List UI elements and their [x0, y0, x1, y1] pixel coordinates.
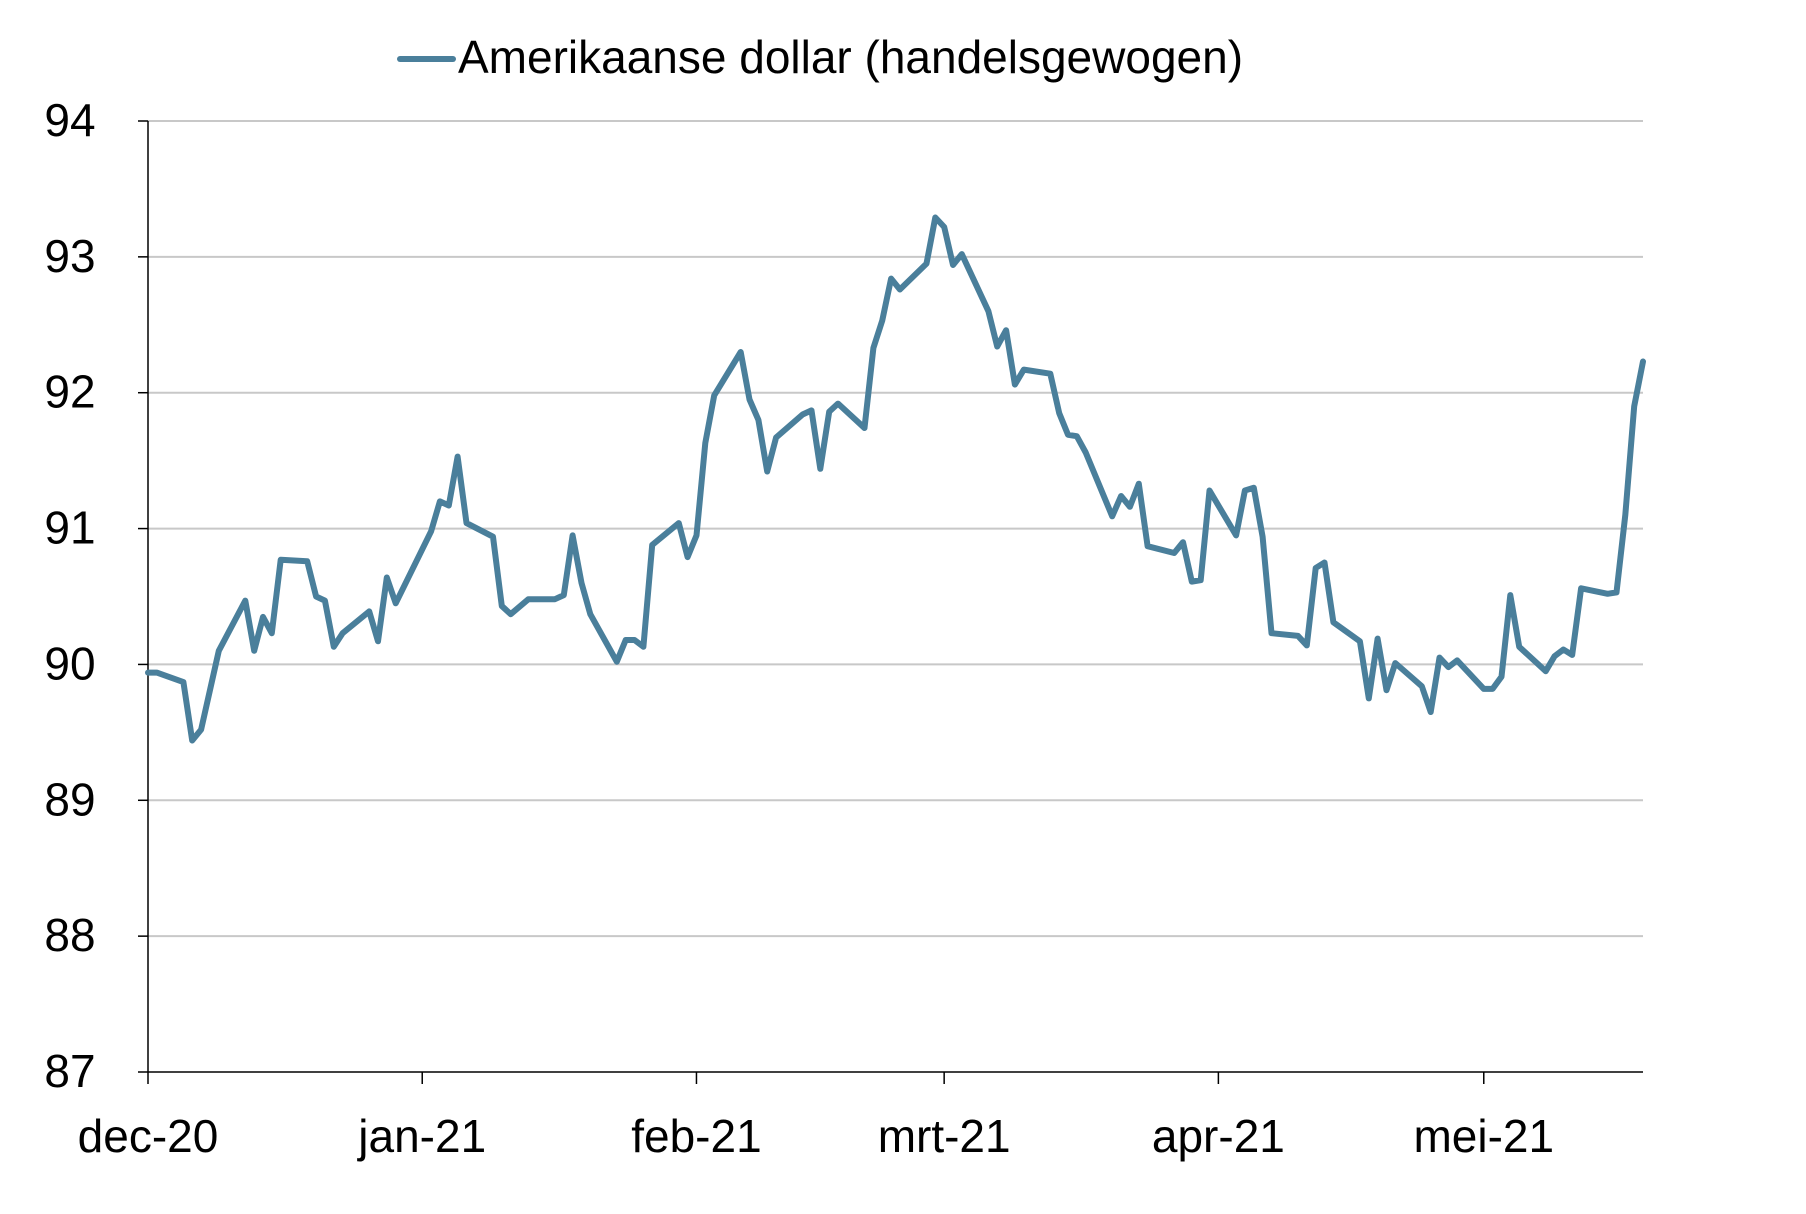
series-line	[145, 214, 1646, 744]
x-tick-label: jan-21	[356, 1110, 486, 1162]
y-tick-label: 90	[44, 637, 95, 689]
gridlines	[148, 120, 1643, 938]
legend: Amerikaanse dollar (handelsgewogen)	[397, 31, 1243, 83]
x-axis-ticks: dec-20 jan-21 feb-21 mrt-21 apr-21 mei-21	[78, 1072, 1554, 1162]
y-tick-label: 87	[44, 1045, 95, 1097]
y-axis-ticks: 87 88 89 90 91 92 93 94	[44, 94, 148, 1097]
x-tick-label: mei-21	[1413, 1110, 1554, 1162]
x-tick-label: mrt-21	[878, 1110, 1011, 1162]
x-tick-label: feb-21	[631, 1110, 761, 1162]
y-tick-label: 92	[44, 366, 95, 418]
x-tick-label: apr-21	[1152, 1110, 1285, 1162]
y-tick-label: 88	[44, 909, 95, 961]
y-tick-label: 93	[44, 230, 95, 282]
legend-label: Amerikaanse dollar (handelsgewogen)	[458, 31, 1243, 83]
series	[145, 214, 1646, 744]
y-tick-label: 89	[44, 773, 95, 825]
y-tick-label: 91	[44, 502, 95, 554]
y-tick-label: 94	[44, 94, 95, 146]
axes	[147, 121, 1643, 1073]
x-tick-label: dec-20	[78, 1110, 219, 1162]
